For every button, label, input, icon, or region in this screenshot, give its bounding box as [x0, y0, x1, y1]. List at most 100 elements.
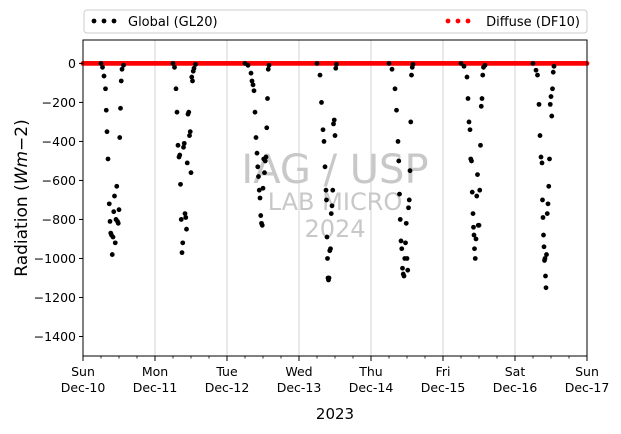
global-point — [533, 67, 539, 73]
x-axis-label: 2023 — [316, 405, 354, 423]
global-point — [170, 61, 176, 66]
global-point — [331, 117, 337, 123]
global-point — [465, 96, 471, 101]
global-point — [114, 183, 120, 189]
global-point — [121, 62, 126, 68]
global-point — [547, 101, 553, 107]
global-point — [178, 217, 184, 222]
global-point — [550, 86, 555, 92]
global-point — [474, 193, 480, 199]
y-tick-label: −600 — [42, 173, 76, 188]
global-point — [389, 66, 395, 72]
global-point — [326, 275, 332, 281]
global-point — [404, 256, 410, 261]
global-point — [409, 72, 414, 78]
legend-diffuse-dot — [455, 18, 461, 24]
global-point — [109, 252, 115, 257]
global-point — [253, 135, 259, 140]
global-point — [469, 158, 474, 164]
global-point — [400, 265, 405, 271]
global-point — [325, 256, 330, 261]
global-point — [403, 240, 408, 246]
legend-diffuse-marker — [445, 18, 471, 24]
global-point — [184, 160, 190, 166]
global-point — [408, 119, 414, 125]
legend-global-dot — [91, 18, 97, 24]
global-point — [174, 109, 180, 115]
global-point — [263, 154, 269, 160]
global-point — [116, 207, 122, 213]
global-point — [258, 213, 264, 218]
x-tick-day: Mon — [142, 364, 168, 379]
global-point — [545, 201, 551, 207]
global-point — [177, 152, 183, 158]
global-point — [321, 139, 327, 144]
x-axis: SunDec-10MonDec-11TueDec-12WedDec-13ThuD… — [61, 356, 609, 395]
y-tick-label: −200 — [42, 95, 76, 110]
global-point — [100, 64, 105, 70]
global-point — [551, 63, 557, 69]
global-point — [536, 101, 542, 107]
global-point — [252, 109, 258, 115]
global-point — [259, 222, 265, 228]
global-point — [317, 72, 323, 78]
global-point — [466, 119, 472, 125]
global-point — [397, 217, 403, 222]
global-point — [547, 156, 552, 162]
global-point — [173, 86, 179, 92]
global-point — [265, 66, 271, 72]
global-point — [266, 62, 272, 68]
global-point — [541, 232, 546, 238]
global-point — [257, 195, 263, 201]
global-point — [188, 170, 194, 176]
y-axis: 0 −200 −400 −600 −800 −1000 −1200 −1400 — [34, 56, 83, 344]
x-tick-date: Dec-14 — [349, 380, 394, 395]
global-point — [262, 158, 268, 164]
global-point — [256, 187, 262, 193]
global-point — [537, 133, 543, 138]
global-point — [112, 240, 118, 246]
global-point — [104, 129, 110, 135]
global-point — [397, 191, 402, 197]
global-point — [478, 103, 484, 109]
global-point — [395, 139, 401, 144]
global-point — [472, 246, 477, 252]
global-point — [401, 273, 407, 279]
global-point — [262, 170, 267, 176]
x-tick-date: Dec-11 — [133, 380, 178, 395]
global-point — [550, 69, 556, 75]
global-point — [332, 133, 338, 138]
global-point — [398, 238, 404, 244]
legend-frame — [83, 9, 588, 34]
global-point — [469, 189, 475, 195]
global-point — [392, 86, 398, 92]
global-point — [396, 158, 402, 164]
y-tick-label: −1200 — [34, 290, 76, 305]
global-point — [406, 197, 412, 203]
global-point — [191, 65, 197, 71]
global-point — [480, 72, 486, 78]
legend-global-label: Global (GL20) — [128, 15, 218, 30]
global-point — [544, 211, 550, 217]
global-point — [175, 142, 181, 148]
global-point — [180, 240, 186, 246]
global-point — [118, 105, 123, 111]
x-tick-date: Dec-12 — [205, 380, 250, 395]
global-point — [476, 222, 482, 228]
grid — [154, 40, 516, 356]
global-point — [172, 64, 177, 70]
global-point — [542, 256, 548, 261]
legend-diffuse-label: Diffuse (DF10) — [486, 15, 580, 30]
global-point — [103, 107, 109, 113]
global-point — [546, 183, 552, 189]
global-point — [328, 246, 333, 252]
y-tick-label: −400 — [42, 134, 76, 149]
global-point — [184, 226, 189, 232]
global-point — [111, 209, 117, 215]
global-point — [543, 285, 549, 291]
global-point — [254, 150, 260, 156]
global-point — [101, 73, 107, 79]
y-axis-label-text: Radiation ( — [12, 184, 32, 276]
global-point — [410, 61, 416, 67]
global-point — [544, 252, 549, 257]
